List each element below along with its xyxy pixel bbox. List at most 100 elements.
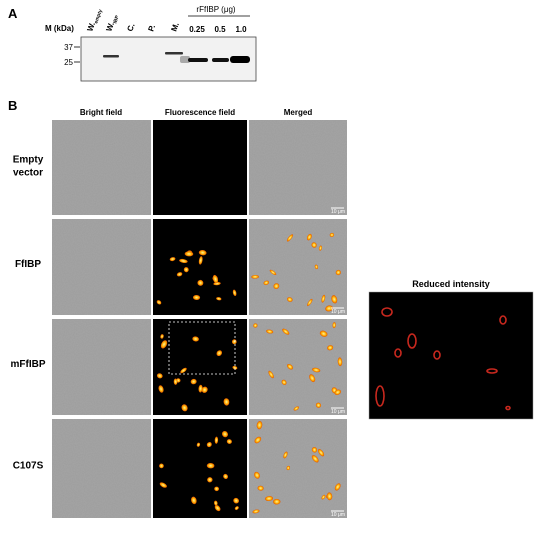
column-header: Merged [284, 108, 313, 117]
cell [158, 385, 164, 393]
cell [179, 258, 188, 264]
cell [192, 295, 201, 300]
cell [223, 473, 228, 480]
cell [180, 367, 187, 374]
cell [173, 378, 178, 385]
cell [273, 283, 280, 290]
cell [181, 404, 188, 412]
cell [190, 378, 197, 385]
row-label: Empty vector [13, 155, 44, 179]
cell [251, 274, 259, 279]
cell [268, 370, 274, 379]
cell [266, 329, 274, 334]
blot [80, 36, 257, 82]
cell [232, 289, 237, 297]
cell [254, 471, 260, 479]
marker-label: 25 [64, 58, 73, 67]
cell [311, 455, 319, 463]
cell [223, 398, 230, 406]
image-grid: Bright field Fluorescence field Merged Empt… [11, 108, 347, 518]
inset-image [368, 291, 534, 420]
micrograph-texture [52, 120, 151, 215]
cell [183, 267, 189, 273]
cell [191, 496, 197, 505]
cell [332, 322, 336, 329]
cell [326, 492, 333, 501]
row-label: mFfIBP [11, 359, 46, 370]
panel-label: A [8, 6, 18, 21]
cell [311, 447, 318, 453]
lane-name: 0.5 [214, 25, 226, 34]
row-label: FfIBP [15, 259, 41, 270]
cell [273, 498, 281, 505]
cell [169, 257, 176, 262]
cell [282, 328, 290, 335]
micrograph [153, 120, 247, 215]
cell [327, 345, 334, 351]
cell [221, 430, 228, 438]
cell [286, 465, 290, 471]
band [165, 52, 183, 55]
lane-label: 0.25 [189, 25, 205, 34]
cell [257, 485, 264, 491]
micrograph [153, 219, 247, 315]
cell [283, 451, 288, 459]
cell [198, 250, 207, 256]
lane-label: 0.5 [214, 25, 226, 34]
cell [321, 494, 326, 500]
cell [311, 242, 317, 248]
cell [334, 389, 342, 395]
band [212, 58, 229, 62]
cell [312, 367, 321, 373]
lane-label: P. [146, 23, 157, 32]
micrograph-texture [249, 419, 347, 518]
inset-title: Reduced intensity [412, 279, 490, 289]
cell [287, 363, 293, 370]
cell [184, 251, 194, 257]
cell [334, 483, 341, 491]
cell [264, 496, 274, 502]
lane-name: W. [104, 21, 116, 33]
cell [207, 477, 213, 483]
zoom-box [168, 321, 236, 375]
cell [307, 298, 313, 307]
cell [269, 269, 277, 276]
lane-label: C. [125, 22, 136, 33]
cell [321, 294, 326, 303]
cell [160, 334, 164, 339]
cell [226, 439, 232, 444]
cell [318, 245, 323, 251]
scale-bar-label: 10 μm [331, 409, 345, 415]
cell [197, 279, 204, 286]
cell [234, 506, 239, 510]
cell [198, 256, 203, 265]
cell [286, 234, 294, 242]
marker-title: M (kDa) [45, 24, 74, 33]
cell [287, 297, 293, 302]
cell [253, 323, 258, 328]
cell [319, 330, 328, 337]
cell [198, 384, 203, 393]
panel-label: B [8, 98, 17, 113]
cell [331, 295, 338, 304]
row-label-line: vector [13, 168, 43, 179]
cell [329, 232, 335, 237]
cell [318, 449, 325, 457]
lane-name: W. [85, 21, 97, 33]
lane-label: M. [169, 21, 180, 32]
cell [293, 406, 300, 411]
cell [196, 442, 201, 447]
cell [214, 436, 219, 444]
micrograph-texture [52, 219, 151, 315]
scale-bar-label: 10 μm [331, 209, 345, 215]
scale-bar-label: 10 μm [331, 309, 345, 315]
micrograph [153, 319, 247, 415]
band [103, 55, 119, 58]
cell [233, 497, 239, 504]
cell [201, 386, 208, 393]
lane-name: 0.25 [189, 25, 205, 34]
cell [314, 264, 319, 270]
inset-cells [375, 307, 511, 411]
lane-name: M. [169, 21, 180, 32]
